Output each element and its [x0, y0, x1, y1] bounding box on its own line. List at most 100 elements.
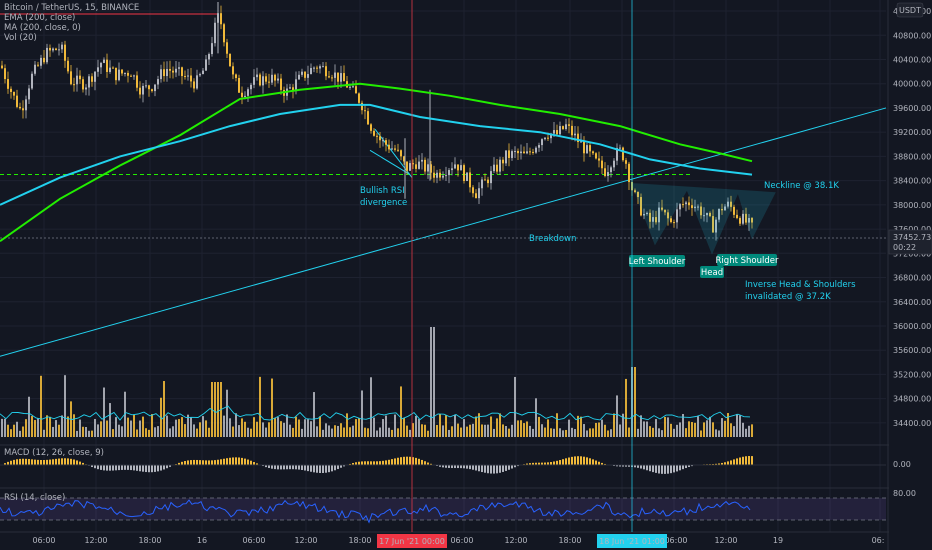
macd-bar [616, 465, 618, 467]
candle-body [592, 151, 594, 154]
candle-body [685, 202, 687, 205]
volume-bar [163, 381, 165, 437]
legend-ema[interactable]: EMA (200, close) [4, 13, 76, 23]
macd-bar [628, 465, 630, 467]
volume-bar [448, 429, 450, 437]
macd-bar [97, 465, 99, 470]
macd-bar [661, 465, 663, 474]
candle-body [88, 76, 90, 88]
macd-bar [268, 465, 270, 469]
volume-bar [718, 430, 720, 437]
macd-bar [217, 459, 219, 465]
candle-body [439, 172, 441, 178]
volume-bar [217, 382, 219, 437]
volume-bar [136, 429, 138, 437]
volume-bar [202, 416, 204, 437]
macd-bar [145, 465, 147, 473]
volume-bar [397, 428, 399, 437]
volume-bar [109, 403, 111, 437]
volume-bar [154, 427, 156, 437]
volume-bar [244, 421, 246, 437]
macd-bar [325, 465, 327, 473]
candle-body [271, 74, 273, 83]
candle-body [97, 67, 99, 72]
candle-body [4, 68, 6, 80]
legend-rsi[interactable]: RSI (14, close) [4, 493, 66, 503]
volume-bars [0, 327, 753, 437]
macd-bar [22, 458, 24, 465]
candle-body [637, 191, 639, 198]
macd-bar [466, 465, 468, 469]
legend-macd[interactable]: MACD (12, 26, close, 9) [4, 448, 104, 458]
time-axis[interactable]: 06:00 12:00 18:00 16 06:00 12:00 18:00 06:00 12:… [32, 534, 884, 548]
macd-bar [427, 462, 429, 465]
volume-bar [259, 376, 261, 437]
candle-body [343, 73, 345, 82]
macd-bar [382, 460, 384, 465]
candle-body [319, 66, 321, 69]
volume-bar [751, 424, 753, 437]
macd-bar [304, 465, 306, 471]
volume-bar [160, 397, 162, 437]
candle-body [355, 86, 357, 94]
candle-body [52, 48, 54, 51]
macd-bar [142, 465, 144, 472]
candle-body [106, 59, 108, 72]
macd-bar [676, 465, 678, 472]
candle-body [235, 74, 237, 78]
volume-bar [34, 420, 36, 437]
candle-body [379, 136, 381, 141]
candle-body [619, 147, 621, 149]
candle-body [472, 187, 474, 194]
price-tick-label: 35200.00 [893, 370, 931, 379]
legend-vol[interactable]: Vol (20) [4, 33, 37, 43]
candle-body [724, 206, 726, 211]
volume-bar [280, 421, 282, 437]
candle-body [721, 209, 723, 211]
macd-bar [91, 465, 93, 468]
candle-body [391, 148, 393, 150]
candle-body [208, 54, 210, 60]
macd-bar [358, 461, 360, 465]
macd-bar [412, 457, 414, 465]
volume-bar [235, 413, 237, 437]
volume-bar [28, 396, 30, 437]
macd-bar [181, 461, 183, 465]
candle-body [664, 209, 666, 213]
macd-bar [406, 456, 408, 465]
volume-bar [289, 424, 291, 437]
left-shoulder-label-bg [629, 255, 685, 267]
legend-ma[interactable]: MA (200, close, 0) [4, 23, 81, 33]
candle-body [421, 159, 423, 162]
volume-bar [403, 417, 405, 437]
candle-body [169, 68, 171, 71]
macd-bar [193, 459, 195, 465]
volume-bar [493, 428, 495, 437]
candle-body [145, 85, 147, 87]
head-label-bg [700, 266, 724, 278]
candle-body [238, 77, 240, 93]
candle-body [646, 212, 648, 215]
candle-body [250, 84, 252, 90]
candle-body [388, 144, 390, 150]
price-axis[interactable]: 41200.0040800.0040400.0040000.0039600.00… [888, 0, 932, 550]
ascending-trendline [0, 107, 887, 357]
macd-bar [289, 465, 291, 470]
macd-bar [625, 465, 627, 467]
macd-bar [559, 460, 561, 465]
volume-bar [706, 420, 708, 437]
macd-bar [442, 465, 444, 468]
volume-bar [439, 414, 441, 437]
price-tick-label: 34400.00 [893, 419, 931, 428]
price-tick-label: 36000.00 [893, 322, 931, 331]
volume-bar [466, 426, 468, 437]
macd-bar [451, 465, 453, 469]
volume-bar [697, 416, 699, 437]
candle-body [700, 206, 702, 216]
time-tick-label: 12:00 [504, 536, 527, 545]
volume-bar [601, 419, 603, 437]
macd-bar [538, 462, 540, 465]
macd-bar [13, 459, 15, 465]
macd-bar [643, 465, 645, 470]
